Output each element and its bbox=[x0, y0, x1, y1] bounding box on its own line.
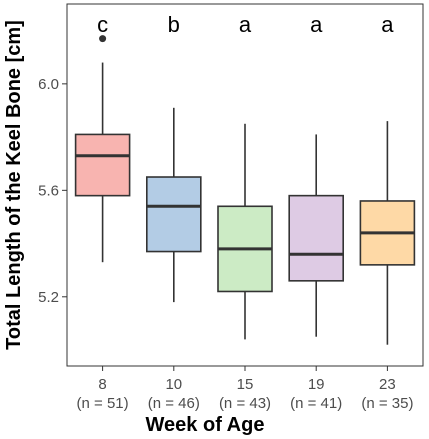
significance-letter: a bbox=[310, 12, 323, 37]
sample-size-label: (n = 41) bbox=[290, 395, 342, 412]
significance-letter: a bbox=[239, 12, 252, 37]
sample-size-label: (n = 46) bbox=[148, 395, 200, 412]
x-tick-label: 23 bbox=[379, 376, 396, 393]
significance-letter: c bbox=[97, 12, 108, 37]
x-axis: 8 (n = 51) 10 (n = 46) 15 (n = 43) 19 (n = 41) 2… bbox=[77, 366, 413, 412]
sample-size-label: (n = 43) bbox=[219, 395, 271, 412]
box-iqr bbox=[288, 194, 345, 282]
significance-letter: a bbox=[381, 12, 394, 37]
sample-size-label: (n = 35) bbox=[361, 395, 413, 412]
box-iqr bbox=[74, 133, 131, 197]
x-tick-label: 19 bbox=[308, 376, 325, 393]
x-axis-label: Week of Age bbox=[146, 414, 265, 436]
y-axis: 5.2 5.6 6.0 bbox=[38, 76, 67, 306]
box-iqr bbox=[146, 176, 202, 253]
x-tick-label: 15 bbox=[237, 376, 254, 393]
x-tick-label: 8 bbox=[98, 376, 106, 393]
x-tick-label: 10 bbox=[165, 376, 182, 393]
y-tick-label: 6.0 bbox=[38, 76, 59, 93]
y-axis-label: Total Length of the Keel Bone [cm] bbox=[3, 20, 25, 350]
sample-size-label: (n = 51) bbox=[77, 395, 129, 412]
y-tick-label: 5.2 bbox=[38, 289, 59, 306]
outlier-point bbox=[99, 35, 107, 43]
y-tick-label: 5.6 bbox=[38, 182, 59, 199]
significance-letter: b bbox=[168, 12, 180, 37]
